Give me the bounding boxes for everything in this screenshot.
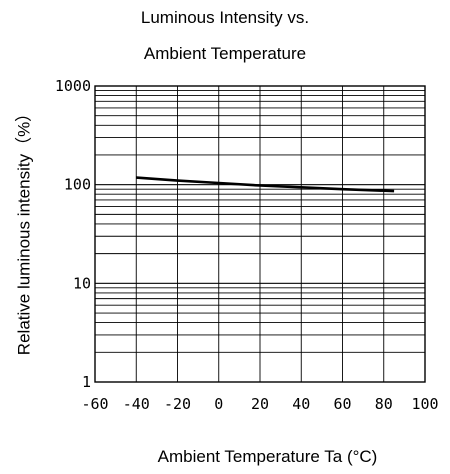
y-tick-label: 100 <box>64 176 91 194</box>
x-tick-label: 100 <box>411 395 438 413</box>
y-tick-label: 10 <box>73 274 91 292</box>
x-axis-label: Ambient Temperature Ta (°C) <box>157 447 378 466</box>
y-tick-label: 1 <box>82 373 91 391</box>
plot-frame <box>94 85 426 383</box>
chart-title-line2: Ambient Temperature <box>143 44 307 63</box>
x-tick-label: -20 <box>164 395 191 413</box>
x-tick-label: 80 <box>375 395 393 413</box>
chart-title-line1: Luminous Intensity vs. <box>140 8 310 27</box>
x-tick-label: -60 <box>81 395 108 413</box>
x-tick-label: 20 <box>251 395 269 413</box>
y-tick-label: 1000 <box>55 77 91 95</box>
x-tick-label: 0 <box>214 395 223 413</box>
series-line <box>136 176 395 193</box>
x-tick-label: 60 <box>333 395 351 413</box>
x-tick-label: -40 <box>123 395 150 413</box>
x-tick-label: 40 <box>292 395 310 413</box>
